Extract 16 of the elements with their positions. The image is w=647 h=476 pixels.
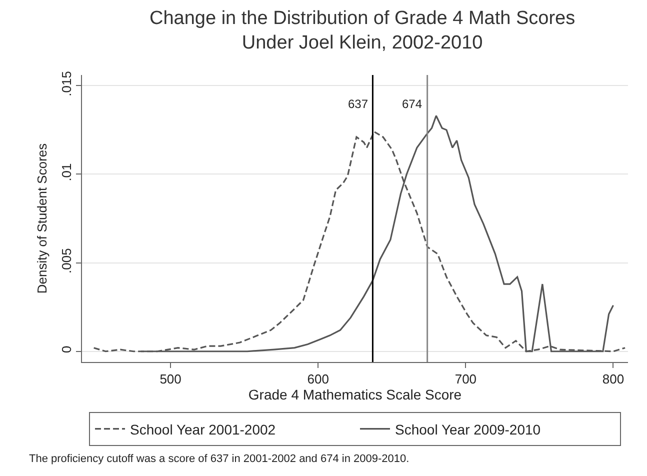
x-tick-label: 500 (160, 372, 182, 387)
x-tick-label: 700 (454, 372, 477, 387)
y-tick-label: .015 (58, 71, 74, 96)
text: The proficiency cutoff was a score of 637 in 2001-2002 and 674 in 2009-2010. (29, 453, 410, 465)
y-tick-label: 0 (58, 346, 74, 354)
y-axis-title: Density of Student Scores (34, 142, 50, 294)
ref-line-label: 674 (402, 97, 422, 111)
x-axis-title: Grade 4 Mathematics Scale Score (248, 386, 462, 403)
x-tick-label: 600 (307, 372, 329, 387)
y-tick-label: .01 (58, 163, 74, 182)
chart-title: Change in the Distribution of Grade 4 Math Scores Under Joel Klein, 2002-2010 (150, 8, 576, 54)
legend-label: School Year 2009-2010 (395, 421, 541, 438)
legend-label: School Year 2001-2002 (130, 421, 276, 438)
ref-line-label: 637 (348, 97, 368, 111)
x-tick-label: 800 (602, 372, 624, 387)
y-tick-label: .005 (58, 248, 74, 274)
